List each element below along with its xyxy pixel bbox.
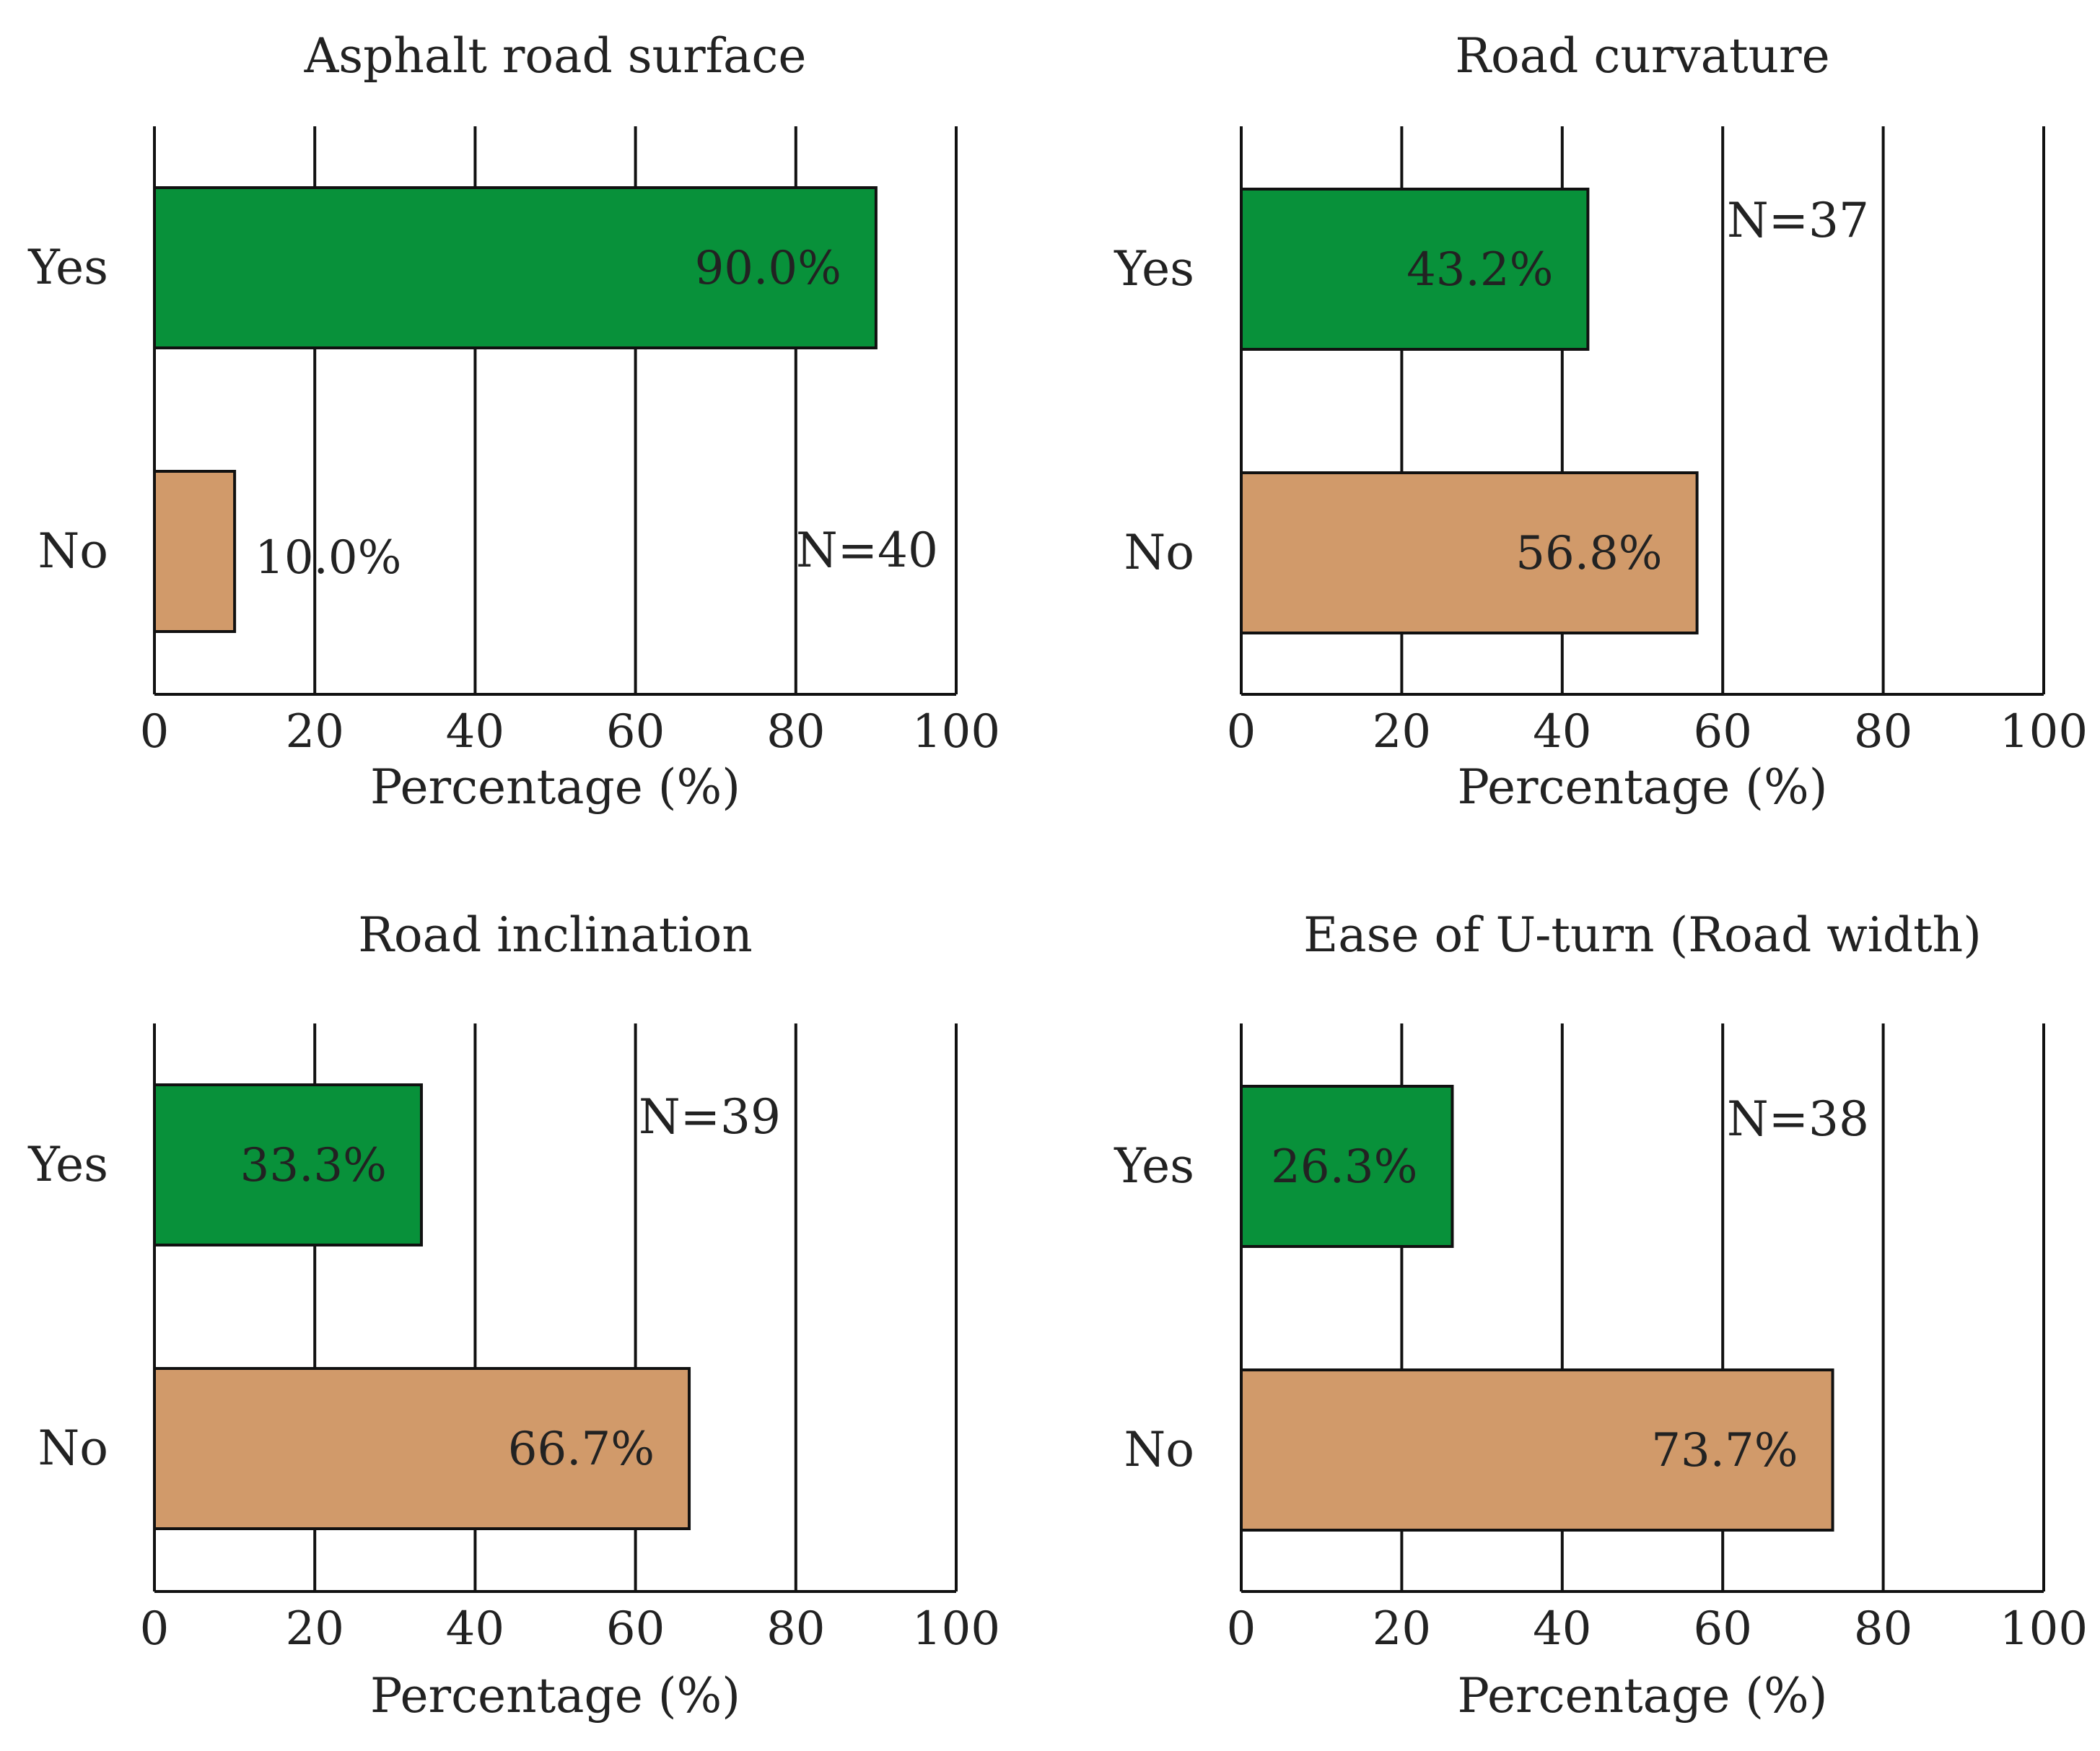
- panel-2-tick-label: 0: [1227, 705, 1256, 759]
- panel-1-tick-label: 20: [285, 705, 344, 759]
- panel-3-data-label: 66.7%: [508, 1423, 655, 1476]
- panel-4-bar-no: [1240, 1368, 1834, 1532]
- panel-1-bar-yes: [153, 186, 878, 349]
- panel-4-tick-label: 40: [1533, 1602, 1591, 1656]
- panel-4-data-label: 26.3%: [1271, 1140, 1417, 1194]
- panel-1-data-label: 10.0%: [255, 531, 401, 585]
- panel-3-tick-label: 0: [140, 1602, 170, 1656]
- panel-2-axis-label: Percentage (%): [1458, 759, 1828, 815]
- panel-1-category-label: Yes: [27, 240, 108, 295]
- panel-4-category-label: No: [1124, 1422, 1195, 1477]
- panel-2-tick-label: 60: [1693, 705, 1751, 759]
- panel-1-bar-no: [153, 470, 237, 633]
- panel-2-tick-label: 20: [1373, 705, 1431, 759]
- panel-2-category-label: No: [1124, 525, 1195, 580]
- panel-4-tick-label: 60: [1693, 1602, 1751, 1656]
- panel-2-bar-no: [1240, 471, 1699, 634]
- panel-2-data-label: 56.8%: [1515, 527, 1662, 580]
- panel-3-tick-label: 40: [446, 1602, 504, 1656]
- panel-4-tick-label: 100: [2000, 1602, 2088, 1656]
- panel-4-data-label: 73.7%: [1651, 1424, 1798, 1477]
- panel-4-axis-label: Percentage (%): [1458, 1668, 1828, 1724]
- panel-1-tick-label: 0: [140, 705, 170, 759]
- panel-3-bar-no: [153, 1367, 691, 1530]
- panel-1-title: Asphalt road surface: [304, 28, 807, 84]
- panel-3-axis-label: Percentage (%): [370, 1668, 740, 1724]
- panel-1-tick-label: 80: [766, 705, 825, 759]
- panel-2-title: Road curvature: [1455, 28, 1829, 84]
- panel-3-tick-label: 20: [285, 1602, 344, 1656]
- panel-4-tick-label: 0: [1227, 1602, 1256, 1656]
- panel-4-title: Ease of U-turn (Road width): [1303, 907, 1982, 963]
- panel-2-n-label: N=37: [1727, 193, 1869, 248]
- panel-1-tick-label: 60: [606, 705, 665, 759]
- panel-3-category-label: No: [38, 1420, 109, 1476]
- panel-3-n-label: N=39: [639, 1089, 781, 1145]
- panel-4-category-label: Yes: [1114, 1138, 1194, 1194]
- panel-1-n-label: N=40: [796, 523, 938, 578]
- panel-1-data-label: 90.0%: [695, 242, 841, 295]
- panel-2-tick-label: 80: [1854, 705, 1912, 759]
- panel-3-tick-label: 80: [766, 1602, 825, 1656]
- panel-3-data-label: 33.3%: [240, 1139, 387, 1192]
- panel-4-n-label: N=38: [1727, 1091, 1869, 1147]
- panel-2-tick-label: 100: [2000, 705, 2088, 759]
- panel-2-category-label: Yes: [1114, 241, 1194, 297]
- panel-3-bar-yes: [153, 1083, 423, 1246]
- panel-4-bar-yes: [1240, 1085, 1454, 1248]
- panel-3-title: Road inclination: [358, 907, 753, 963]
- panel-2-data-label: 43.2%: [1406, 243, 1553, 297]
- panel-3-category-label: Yes: [27, 1137, 108, 1192]
- panel-1-category-label: No: [38, 523, 109, 579]
- panel-2-tick-label: 40: [1533, 705, 1591, 759]
- panel-1-tick-label: 100: [912, 705, 1000, 759]
- panel-1-tick-label: 40: [446, 705, 504, 759]
- panel-2-bar-yes: [1240, 188, 1590, 351]
- panel-3-tick-label: 100: [912, 1602, 1000, 1656]
- panel-4-tick-label: 20: [1373, 1602, 1431, 1656]
- panel-4-tick-label: 80: [1854, 1602, 1912, 1656]
- panel-1-axis-label: Percentage (%): [370, 759, 740, 815]
- panel-3-tick-label: 60: [606, 1602, 665, 1656]
